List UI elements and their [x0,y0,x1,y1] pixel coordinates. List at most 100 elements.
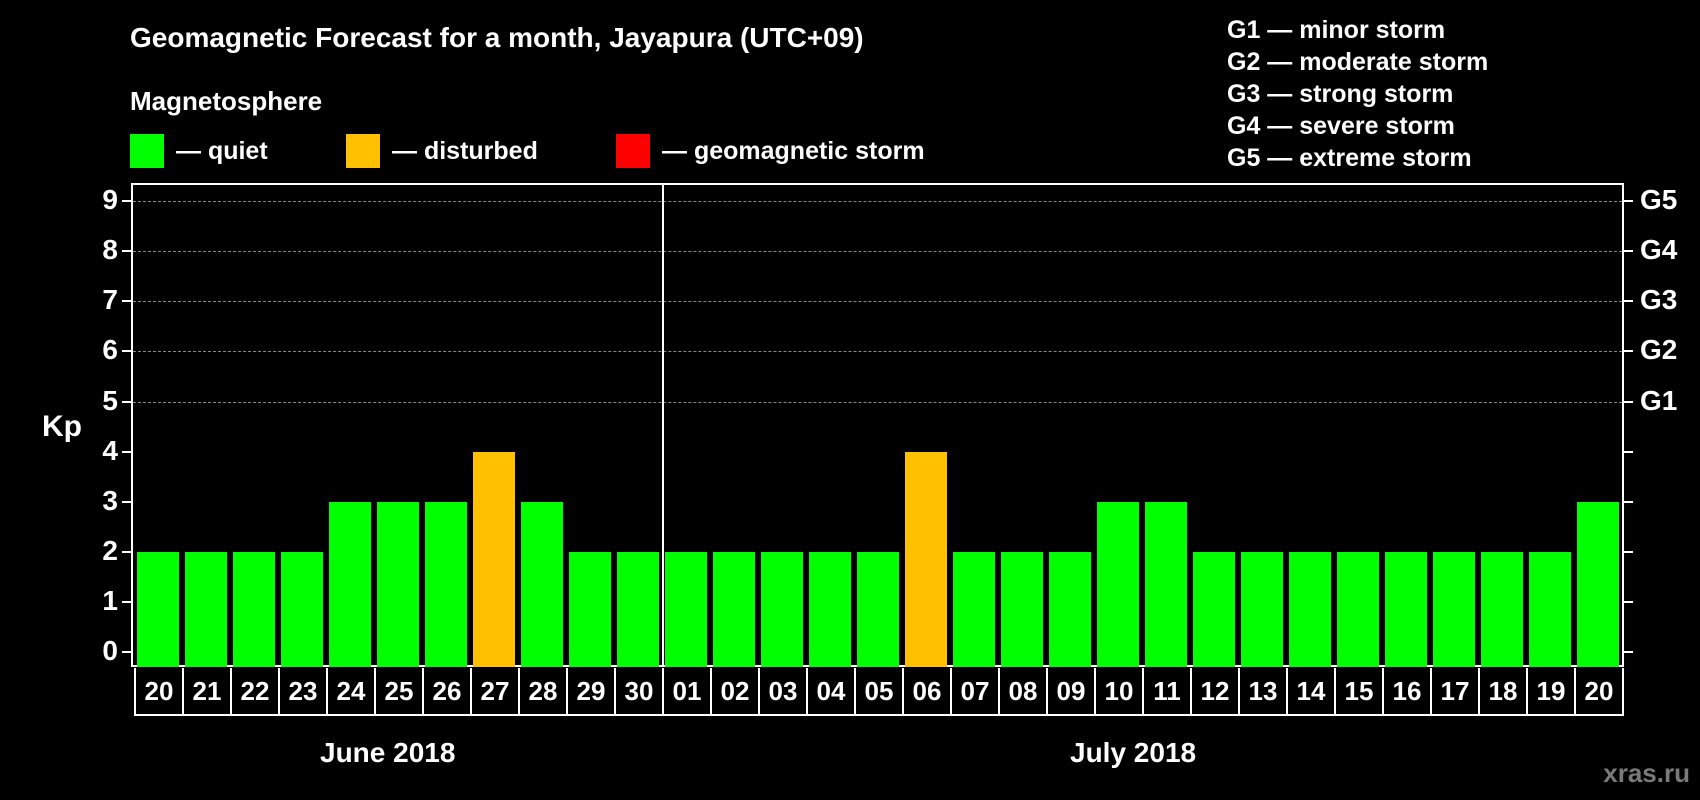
g-level-label: G1 [1640,384,1678,416]
y-tick-right [1623,500,1633,503]
x-date-label: 13 [1238,668,1286,714]
g-scale-item: G3 — strong storm [1227,80,1454,108]
x-date-label: 30 [614,668,662,714]
legend-quiet: — quiet [130,134,268,168]
legend-storm-label: — geomagnetic storm [662,136,925,165]
g-scale-item: G2 — moderate storm [1227,48,1489,76]
x-date-label: 17 [1430,668,1478,714]
x-date-label: 03 [758,668,806,714]
kp-bar [281,551,323,667]
kp-bar [617,551,659,667]
y-tick-label: 5 [102,384,118,416]
kp-bar [185,551,227,667]
g-level-label: G5 [1640,184,1678,216]
y-tick [122,651,132,653]
kp-bar [1433,551,1475,667]
y-tick-label: 2 [102,534,118,566]
y-tick [122,600,132,603]
legend-quiet-label: — quiet [176,136,268,165]
g-level-label: G4 [1640,234,1678,266]
y-tick-label: 6 [102,334,118,366]
x-date-label: 24 [326,668,374,714]
x-date-label: 16 [1382,668,1430,714]
legend-storm: — geomagnetic storm [616,134,925,168]
x-date-label: 05 [854,668,902,714]
x-date-label: 19 [1526,668,1574,714]
x-date-label: 18 [1478,668,1526,714]
y-tick-right [1623,400,1633,403]
kp-bar [1001,551,1043,667]
month-divider [662,183,664,667]
x-date-label: 20 [134,668,182,714]
storm-swatch-icon [616,134,650,168]
x-date-label: 08 [998,668,1046,714]
y-tick [122,500,132,503]
y-tick [122,550,132,553]
kp-bar [665,551,707,667]
quiet-swatch-icon [130,134,164,168]
x-date-label: 25 [374,668,422,714]
x-date-label: 12 [1190,668,1238,714]
x-date-label: 15 [1334,668,1382,714]
y-tick-right [1623,600,1633,603]
kp-bar [713,551,755,667]
y-tick [122,200,132,203]
x-date-label: 22 [230,668,278,714]
x-date-label: 01 [662,668,710,714]
x-date-label: 29 [566,668,614,714]
y-tick-label: 0 [102,635,118,666]
x-date-label: 02 [710,668,758,714]
kp-bar [905,451,947,667]
y-tick-right [1623,651,1633,653]
y-tick [122,250,132,253]
watermark: xras.ru [1603,758,1690,788]
gridline [133,351,1622,353]
chart-title: Geomagnetic Forecast for a month, Jayapu… [130,22,864,53]
y-tick-label: 3 [102,484,118,516]
kp-bar [1193,551,1235,667]
x-date-label: 27 [470,668,518,714]
kp-bar [1337,551,1379,667]
kp-bar [1481,551,1523,667]
gridline [133,201,1622,203]
kp-bar [473,451,515,667]
kp-bar [1529,551,1571,667]
y-tick-label: 8 [102,234,118,266]
x-date-label: 07 [950,668,998,714]
kp-bar [953,551,995,667]
y-tick-label: 9 [102,184,118,216]
legend-disturbed-label: — disturbed [392,136,538,165]
x-date-label: 09 [1046,668,1094,714]
y-tick-right [1623,350,1633,353]
x-date-label: 04 [806,668,854,714]
kp-bar [377,501,419,667]
g-scale-legend: G1 — minor storm G2 — moderate storm G3 … [1227,14,1488,174]
kp-bar [1385,551,1427,667]
kp-bar [425,501,467,667]
x-date-label: 23 [278,668,326,714]
y-tick-label: 1 [102,584,118,616]
g-scale-item: G1 — minor storm [1227,16,1446,44]
g-scale-item: G5 — extreme storm [1227,144,1472,172]
legend-disturbed: — disturbed [346,134,538,168]
x-date-label: 21 [182,668,230,714]
x-date-label: 11 [1142,668,1190,714]
g-scale-item: G4 — severe storm [1227,112,1455,140]
y-tick-right [1623,200,1633,203]
gridline [133,301,1622,303]
kp-bar [137,551,179,667]
kp-bar [809,551,851,667]
y-tick-right [1623,300,1633,303]
legend-heading: Magnetosphere [130,86,323,116]
kp-bar [233,551,275,667]
kp-bar [1097,501,1139,667]
y-axis-label: Kp [42,410,82,443]
y-tick-right [1623,250,1633,253]
kp-bar [1049,551,1091,667]
x-date-label: 26 [422,668,470,714]
y-tick-right [1623,450,1633,453]
y-tick [122,300,132,303]
x-date-label: 20 [1574,668,1622,714]
y-tick-label: 4 [102,434,118,466]
kp-bar [569,551,611,667]
